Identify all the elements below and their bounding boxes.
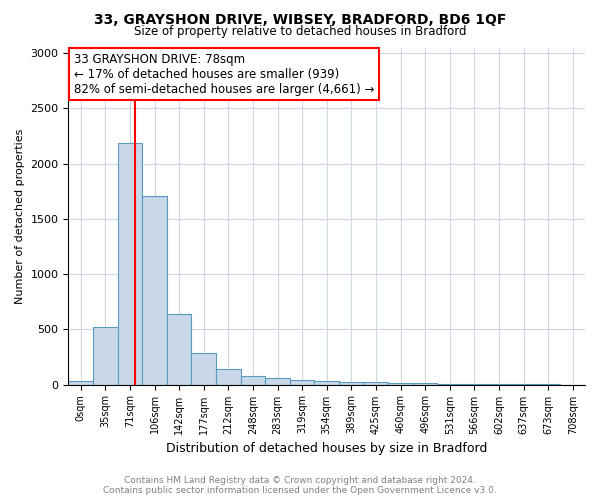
Text: Contains HM Land Registry data © Crown copyright and database right 2024.
Contai: Contains HM Land Registry data © Crown c… <box>103 476 497 495</box>
Bar <box>118 143 142 384</box>
Bar <box>339 382 364 384</box>
Text: 33 GRAYSHON DRIVE: 78sqm
← 17% of detached houses are smaller (939)
82% of semi-: 33 GRAYSHON DRIVE: 78sqm ← 17% of detach… <box>74 52 374 96</box>
Bar <box>388 383 413 384</box>
Bar <box>142 196 167 384</box>
Bar <box>93 327 118 384</box>
Text: 33, GRAYSHON DRIVE, WIBSEY, BRADFORD, BD6 1QF: 33, GRAYSHON DRIVE, WIBSEY, BRADFORD, BD… <box>94 12 506 26</box>
Bar <box>265 378 290 384</box>
Bar <box>364 382 388 384</box>
Bar <box>68 382 93 384</box>
Bar <box>241 376 265 384</box>
Bar <box>216 369 241 384</box>
Bar <box>191 352 216 384</box>
Y-axis label: Number of detached properties: Number of detached properties <box>15 128 25 304</box>
X-axis label: Distribution of detached houses by size in Bradford: Distribution of detached houses by size … <box>166 442 487 455</box>
Bar <box>290 380 314 384</box>
Bar <box>314 382 339 384</box>
Text: Size of property relative to detached houses in Bradford: Size of property relative to detached ho… <box>134 25 466 38</box>
Bar <box>167 314 191 384</box>
